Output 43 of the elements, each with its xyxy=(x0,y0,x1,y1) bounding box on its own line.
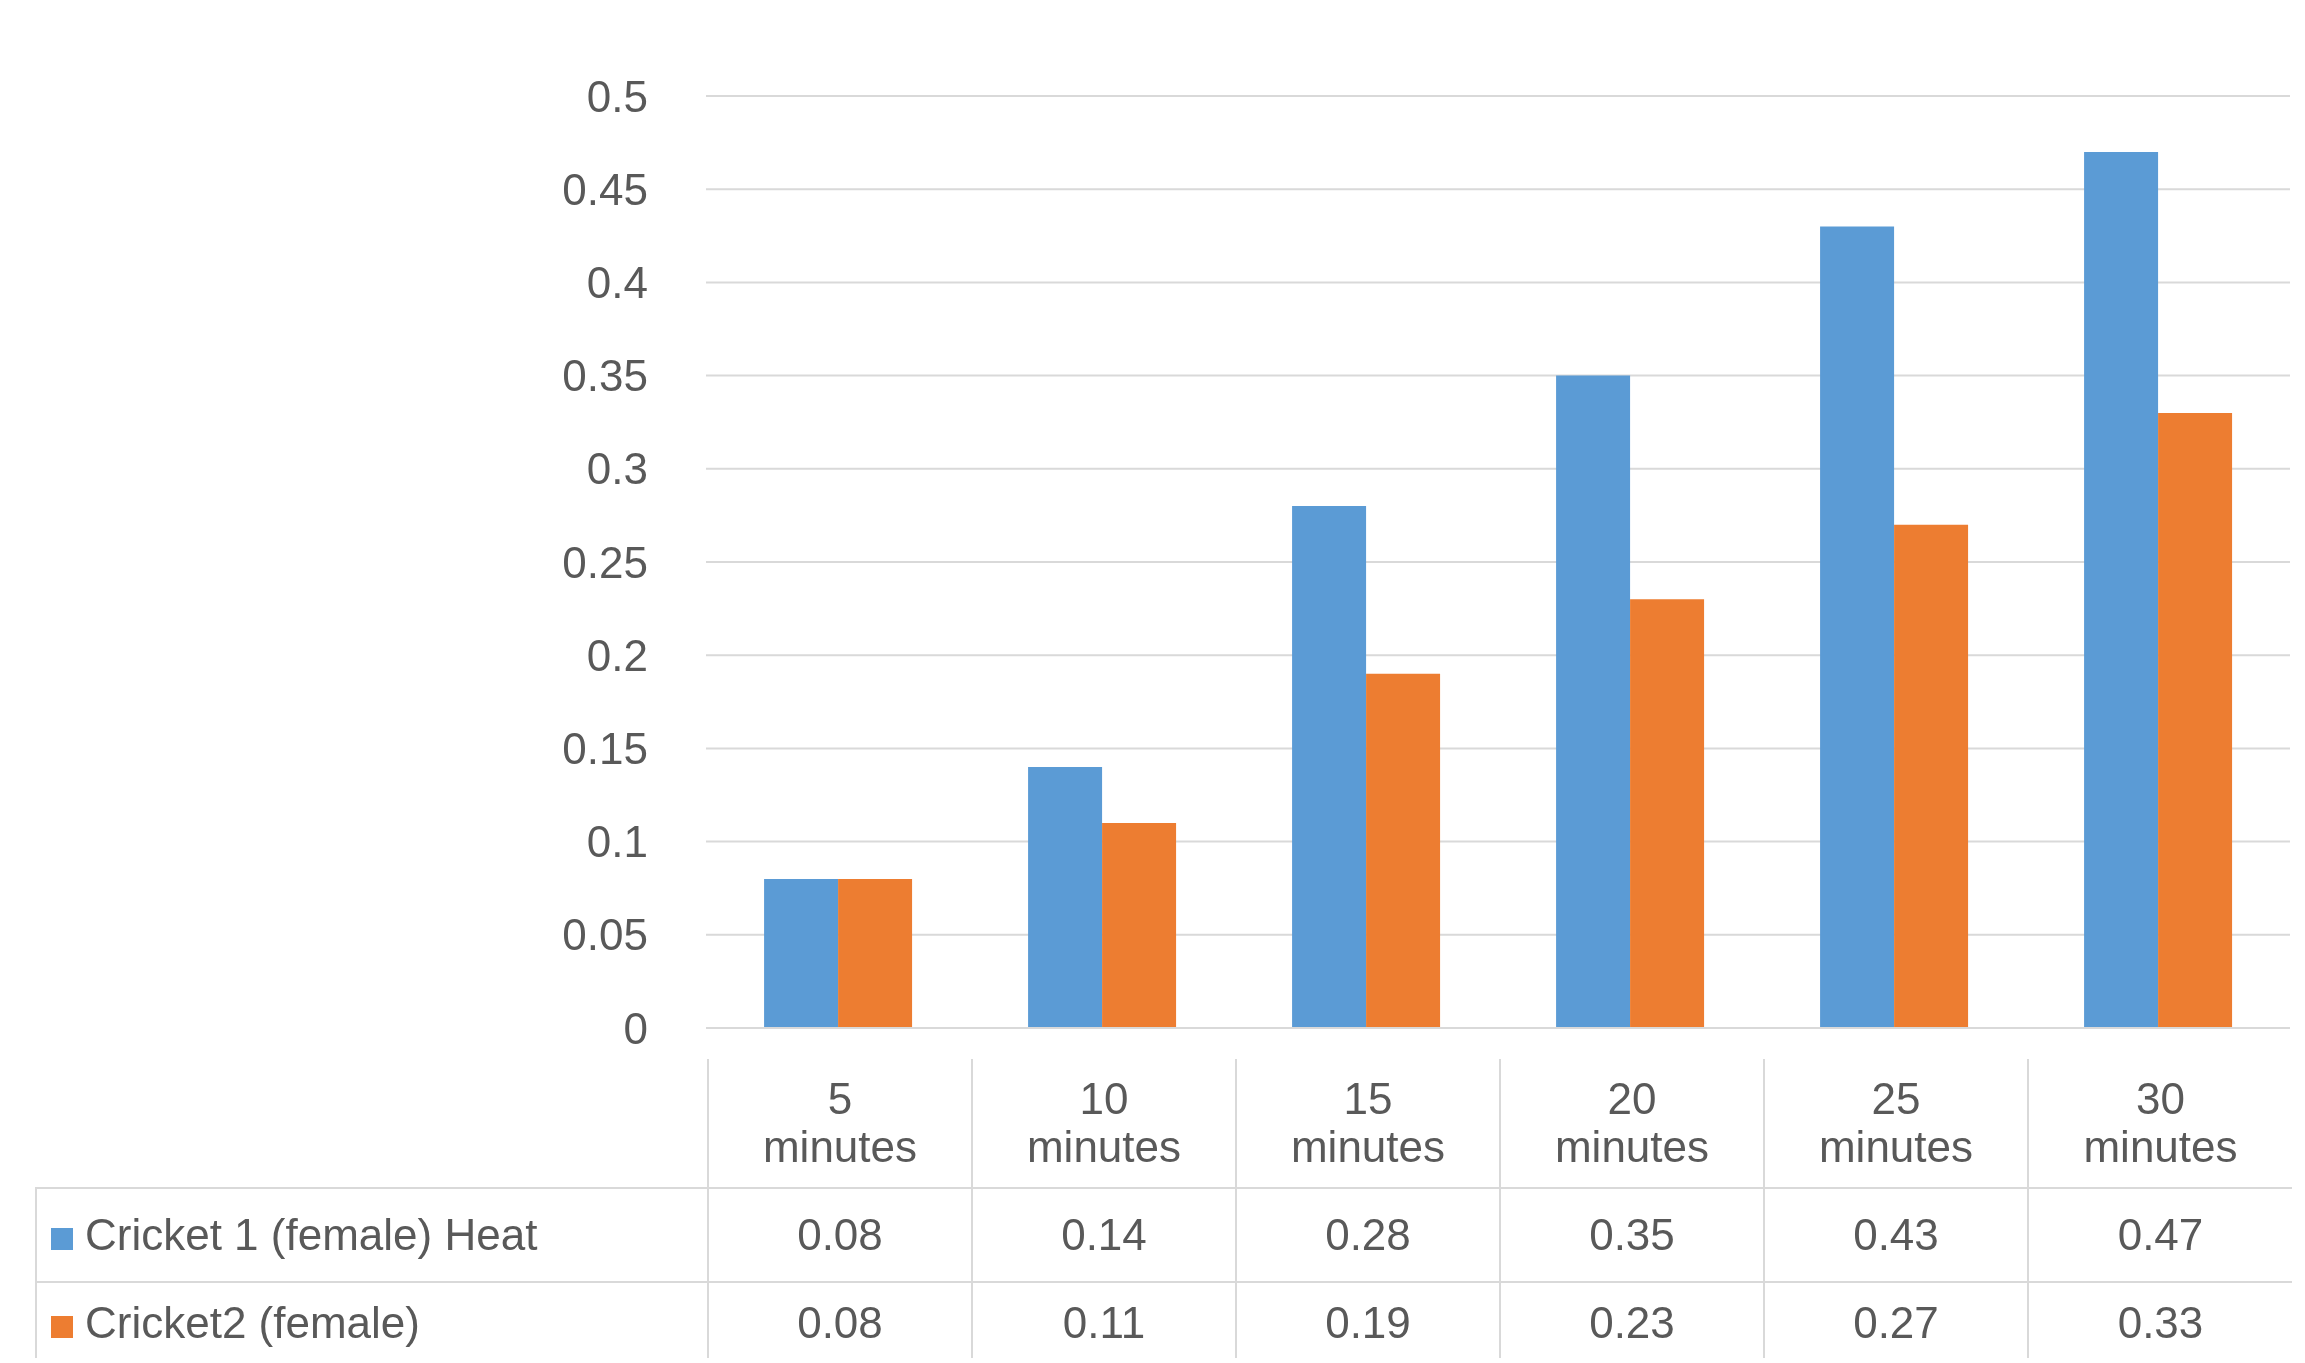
data-label: 0.43 xyxy=(1764,1188,2028,1282)
y-tick-label: 0.2 xyxy=(586,630,648,680)
y-tick-label: 0.45 xyxy=(562,164,648,214)
x-tick-label: 5 minutes xyxy=(761,1074,919,1171)
bar xyxy=(1366,673,1441,1028)
y-tick-label: 0.3 xyxy=(586,444,648,494)
legend-label: Cricket 1 (female) Heat xyxy=(36,1188,708,1282)
x-tick-label: 15 minutes xyxy=(1289,1074,1447,1171)
data-label: 0.27 xyxy=(1852,1296,1940,1349)
bar xyxy=(838,878,913,1028)
y-tick-label: 0.25 xyxy=(562,537,648,587)
data-label: 0.19 xyxy=(1324,1296,1412,1349)
legend-label: Cricket2 (female) xyxy=(84,1296,421,1349)
y-tick-label: 0 xyxy=(623,1003,648,1053)
x-tick-label: 30 minutes xyxy=(2082,1074,2239,1171)
y-tick-label: 0.4 xyxy=(586,258,648,308)
bar xyxy=(2158,412,2233,1028)
bar xyxy=(1556,375,1631,1028)
y-tick-label: 0.5 xyxy=(586,71,648,121)
data-label: 0.14 xyxy=(972,1188,1236,1282)
x-tick-label: 20 minutes xyxy=(1553,1074,1711,1171)
y-tick-label: 0.1 xyxy=(586,817,648,867)
data-label: 0.28 xyxy=(1236,1188,1500,1282)
data-label: 0.08 xyxy=(796,1296,884,1349)
data-label: 0.33 xyxy=(2116,1296,2205,1349)
data-label: 0.23 xyxy=(1588,1296,1676,1349)
y-tick-label: 0.15 xyxy=(562,724,648,774)
y-tick-label: 0.35 xyxy=(562,351,648,401)
data-label: 0.08 xyxy=(708,1188,972,1282)
data-label: 0.11 xyxy=(1061,1296,1147,1349)
bar xyxy=(1292,506,1367,1028)
data-label: 0.47 xyxy=(2028,1188,2292,1282)
bar xyxy=(1894,524,1969,1028)
data-label: 0.35 xyxy=(1500,1188,1764,1282)
bar xyxy=(1102,822,1177,1028)
bar xyxy=(1820,226,1895,1028)
y-tick-label: 0.05 xyxy=(562,910,648,960)
x-tick-label: 25 minutes xyxy=(1817,1074,1975,1171)
bar xyxy=(1028,767,1103,1028)
x-tick-label: 10 minutes xyxy=(1025,1074,1183,1171)
bar xyxy=(764,878,839,1028)
bar xyxy=(2084,151,2159,1028)
bar xyxy=(1630,599,1705,1028)
